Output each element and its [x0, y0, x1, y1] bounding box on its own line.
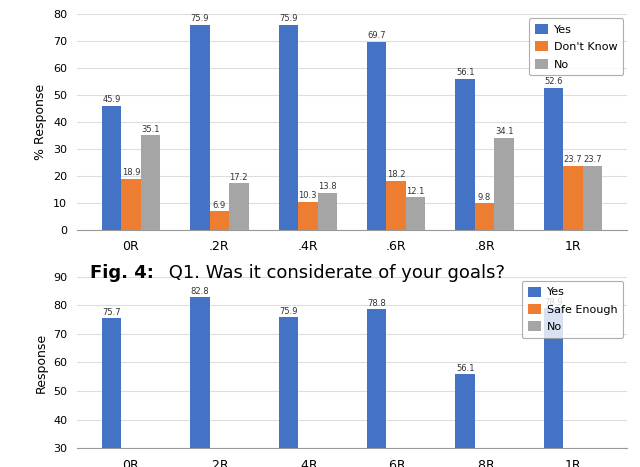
- Bar: [456, 374, 475, 467]
- Bar: [190, 297, 210, 467]
- Text: 35.1: 35.1: [141, 125, 160, 134]
- Legend: Yes, Safe Enough, No: Yes, Safe Enough, No: [522, 281, 623, 338]
- Text: Fig. 4:: Fig. 4:: [90, 264, 154, 282]
- Text: 69.7: 69.7: [367, 31, 386, 40]
- Text: 56.1: 56.1: [456, 364, 474, 373]
- Bar: [544, 88, 563, 230]
- Text: 75.9: 75.9: [191, 14, 209, 23]
- Bar: [367, 42, 387, 230]
- Text: 56.1: 56.1: [456, 68, 474, 77]
- Text: 78.8: 78.8: [367, 299, 386, 308]
- Text: 82.8: 82.8: [191, 287, 209, 297]
- Text: 18.9: 18.9: [122, 168, 140, 177]
- Bar: [102, 106, 121, 230]
- Bar: [544, 308, 563, 467]
- Bar: [475, 204, 494, 230]
- Text: 75.9: 75.9: [279, 14, 298, 23]
- Bar: [494, 138, 514, 230]
- Bar: [367, 309, 387, 467]
- Bar: [190, 25, 210, 230]
- Bar: [210, 211, 229, 230]
- Text: 75.7: 75.7: [102, 308, 121, 317]
- Bar: [456, 78, 475, 230]
- Text: 9.8: 9.8: [478, 193, 492, 202]
- Text: 52.6: 52.6: [544, 78, 563, 86]
- Text: 17.2: 17.2: [230, 173, 248, 182]
- Legend: Yes, Don't Know, No: Yes, Don't Know, No: [529, 19, 623, 75]
- Bar: [121, 179, 141, 230]
- Text: 23.7: 23.7: [583, 156, 602, 164]
- Text: 18.2: 18.2: [387, 170, 406, 179]
- Bar: [298, 202, 317, 230]
- Text: 45.9: 45.9: [102, 95, 121, 105]
- Text: 10.3: 10.3: [298, 191, 317, 200]
- Bar: [229, 184, 248, 230]
- Bar: [278, 317, 298, 467]
- Bar: [102, 318, 121, 467]
- Bar: [583, 166, 602, 230]
- Text: 34.1: 34.1: [495, 127, 513, 136]
- Text: Q1. Was it considerate of your goals?: Q1. Was it considerate of your goals?: [163, 264, 505, 282]
- Bar: [563, 166, 583, 230]
- Bar: [141, 135, 160, 230]
- Y-axis label: % Response: % Response: [35, 84, 47, 160]
- Text: 13.8: 13.8: [318, 182, 337, 191]
- Text: 12.1: 12.1: [406, 187, 425, 196]
- Text: 75.9: 75.9: [279, 307, 298, 316]
- Bar: [406, 197, 426, 230]
- Bar: [387, 181, 406, 230]
- Bar: [278, 25, 298, 230]
- Y-axis label: Response: Response: [35, 333, 47, 392]
- Text: 23.7: 23.7: [564, 156, 582, 164]
- Bar: [317, 193, 337, 230]
- Text: 78.9: 78.9: [544, 298, 563, 307]
- Text: 6.9: 6.9: [212, 201, 226, 210]
